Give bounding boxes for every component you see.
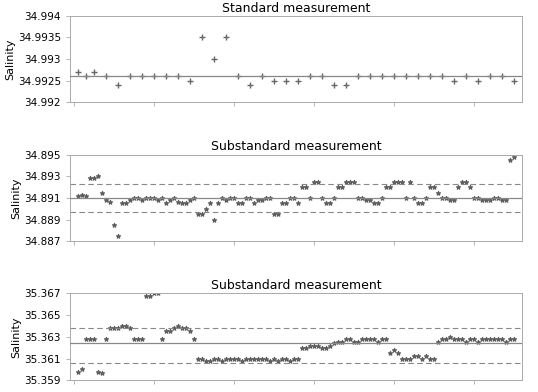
Title: Substandard measurement: Substandard measurement	[210, 140, 381, 153]
Title: Substandard measurement: Substandard measurement	[210, 279, 381, 292]
Title: Standard measurement: Standard measurement	[222, 2, 370, 15]
Y-axis label: Salinity: Salinity	[12, 177, 22, 219]
Y-axis label: Salinity: Salinity	[12, 316, 22, 358]
Y-axis label: Salinity: Salinity	[5, 38, 15, 80]
